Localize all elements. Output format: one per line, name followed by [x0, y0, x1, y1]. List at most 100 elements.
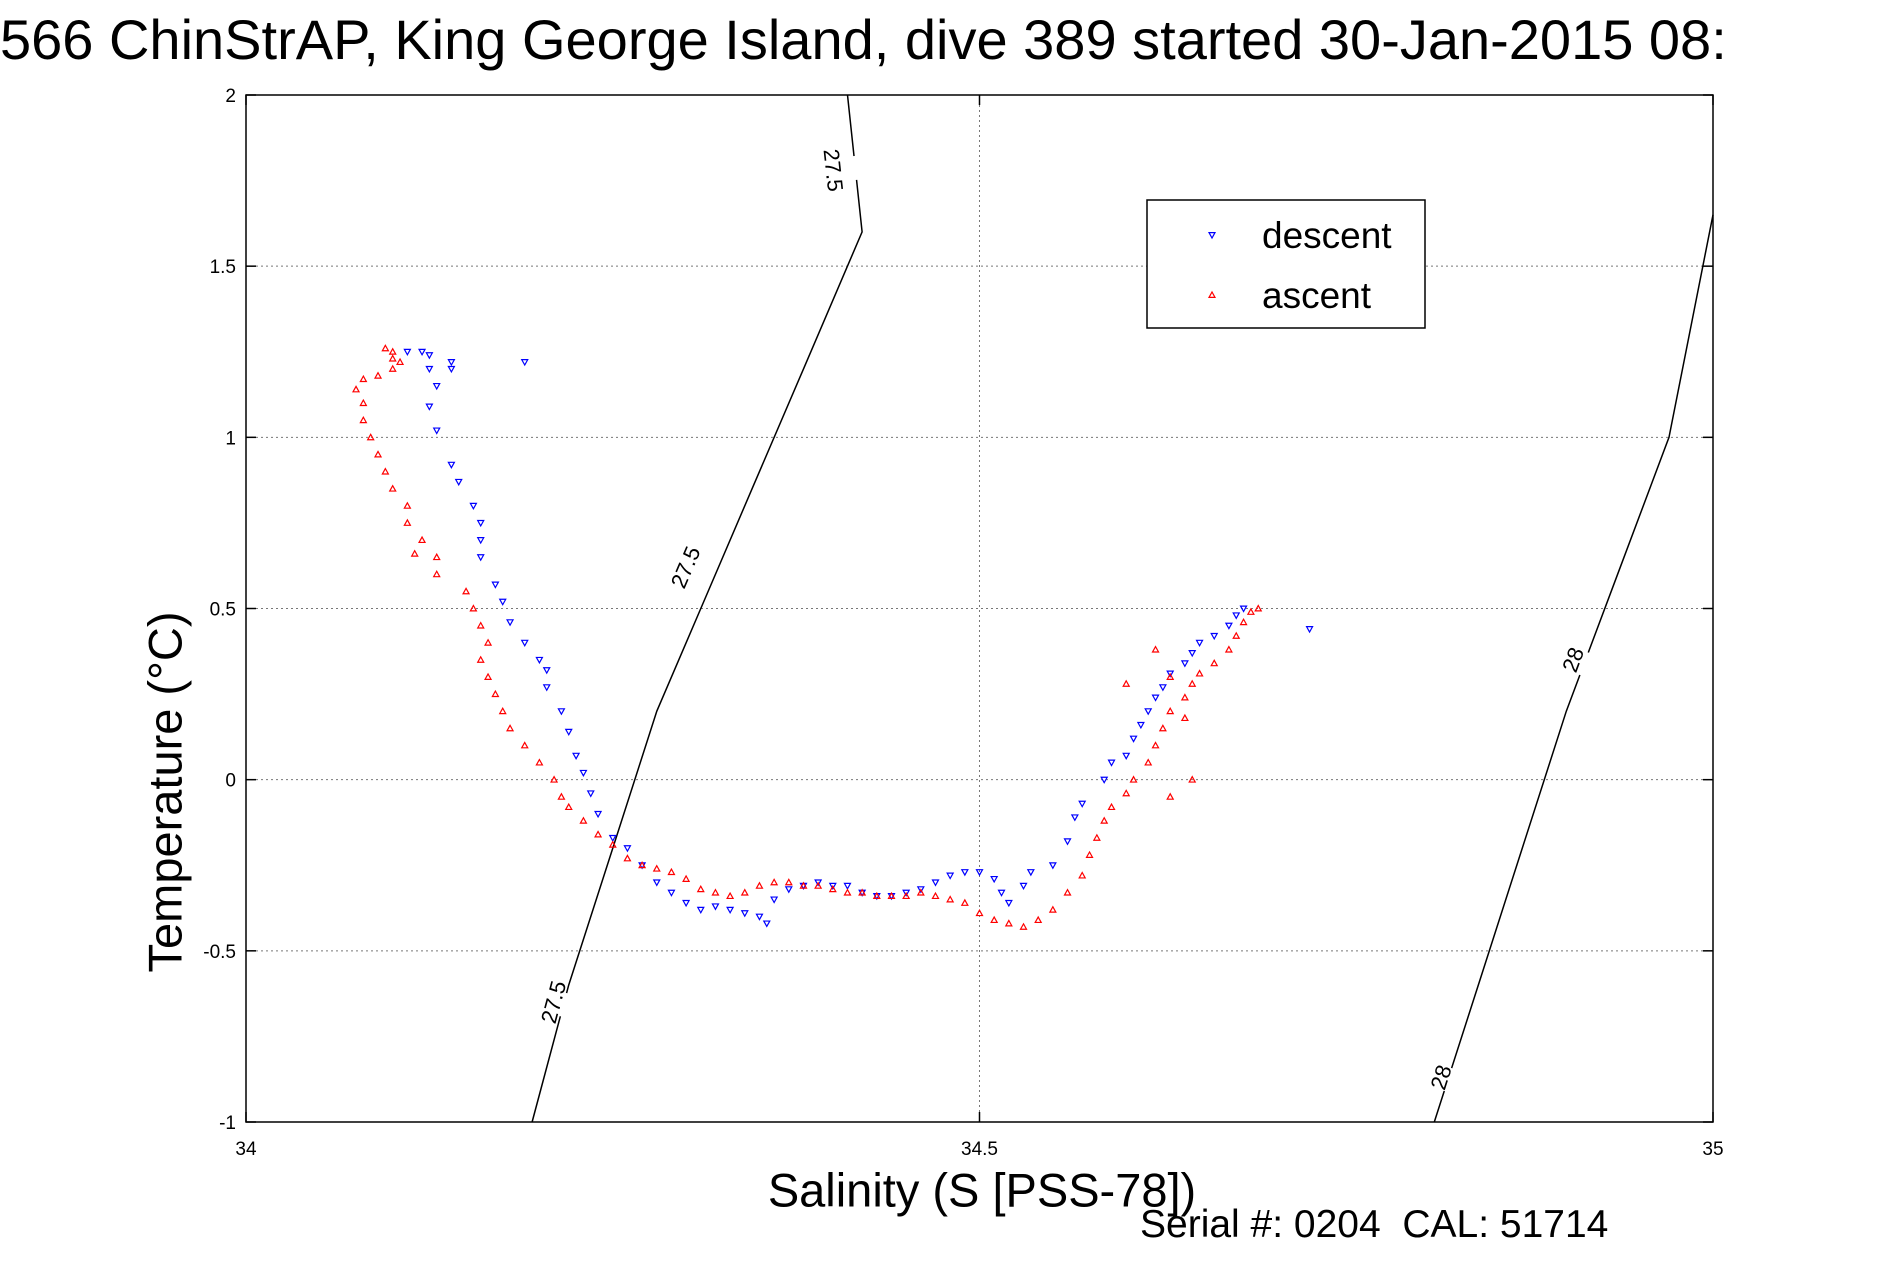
x-tick-label: 35: [1702, 1139, 1723, 1160]
descent-point: [916, 886, 925, 894]
descent-point: [425, 352, 434, 360]
ascent-point: [1180, 693, 1189, 701]
ascent-point: [1085, 850, 1094, 858]
descent-point: [828, 882, 837, 891]
descent-point: [682, 899, 691, 908]
descent-point: [1151, 694, 1160, 702]
descent-point: [498, 598, 507, 606]
ascent-point: [1078, 871, 1087, 879]
ascent-point: [418, 535, 427, 544]
descent-point: [946, 872, 955, 880]
ascent-point: [1151, 741, 1160, 749]
descent-point: [542, 667, 551, 675]
descent-point: [425, 403, 434, 411]
descent-point: [1239, 605, 1248, 613]
ascent-point: [388, 364, 397, 372]
descent-point: [1070, 814, 1079, 822]
ascent-point: [1210, 659, 1219, 667]
ascent-point: [359, 374, 368, 383]
ascent-point: [1158, 724, 1167, 732]
x-tick-label: 34.5: [961, 1139, 998, 1160]
chart-title: 566 ChinStrAP, King George Island, dive …: [0, 8, 1727, 71]
ascent-point: [1048, 905, 1057, 913]
ascent-point: [476, 621, 485, 629]
ascent-point: [550, 775, 559, 783]
descent-point: [975, 869, 984, 877]
descent-point: [770, 896, 779, 904]
ascent-point: [916, 888, 925, 896]
ascent-point: [396, 357, 405, 366]
x-axis-label: Salinity (S [PSS-78]): [767, 1163, 1197, 1217]
x-tick-label: 34: [235, 1139, 257, 1160]
isopycnal-label: 27.5: [536, 978, 571, 1026]
descent-point: [425, 365, 434, 374]
descent-point: [535, 656, 544, 665]
descent-point: [814, 879, 823, 887]
descent-point: [1136, 721, 1145, 730]
ascent-point: [366, 433, 375, 441]
isopycnal-label-gap: [1415, 1058, 1469, 1097]
descent-point: [586, 790, 595, 798]
descent-point: [1078, 800, 1087, 808]
cal-value: 51714: [1499, 1203, 1609, 1246]
descent-point: [447, 461, 456, 469]
isopycnal-label-gap: [527, 984, 581, 1020]
serial-label: Serial #:: [1140, 1203, 1284, 1246]
descent-point: [1100, 776, 1109, 784]
y-tick-label: -0.5: [203, 942, 236, 963]
legend-label-descent: descent: [1262, 215, 1392, 256]
ascent-point: [432, 552, 441, 561]
isopycnal-label-gap: [1546, 640, 1601, 680]
ascent-point: [1107, 802, 1116, 811]
descent-point: [843, 882, 852, 891]
footer-calibration: Serial #: 0204 CAL: 51714: [1140, 1203, 1608, 1247]
ascent-point: [755, 881, 764, 889]
ascent-point: [1188, 679, 1197, 687]
descent-point: [623, 845, 632, 853]
ascent-point: [469, 604, 478, 612]
ascent-point: [946, 895, 955, 903]
descent-point: [557, 708, 566, 716]
descent-point: [476, 519, 485, 528]
ascent-point: [484, 672, 493, 680]
descent-point: [579, 769, 588, 778]
descent-point: [1166, 670, 1175, 678]
ascent-point: [1166, 672, 1175, 680]
ascent-point: [374, 450, 383, 458]
ascent-point: [887, 891, 896, 900]
descent-point: [447, 365, 456, 374]
ascent-point: [1180, 713, 1189, 722]
descent-point: [594, 810, 603, 819]
descent-point: [931, 879, 940, 887]
ascent-point: [711, 888, 720, 896]
ascent-point: [388, 484, 397, 492]
ascent-point: [784, 878, 793, 886]
ascent-point: [828, 884, 837, 893]
ascent-point: [462, 587, 471, 595]
ascent-point: [902, 891, 911, 900]
descent-point: [447, 359, 456, 367]
ascent-point: [1151, 645, 1160, 653]
ascent-point: [1004, 919, 1013, 927]
ascent-point: [374, 371, 383, 379]
ascent-point: [381, 467, 390, 475]
descent-point: [726, 906, 735, 914]
ascent-point: [1246, 607, 1255, 615]
ascent-point: [403, 501, 412, 509]
ascent-point: [1100, 816, 1109, 824]
axis-ticks: 34 34.5 35 2 1.5 1 0.5 0 -0.5 -1: [203, 86, 1723, 1160]
ascent-point: [1019, 922, 1028, 930]
descent-point: [1144, 708, 1153, 716]
ascent-point: [1166, 706, 1175, 715]
descent-point: [476, 554, 485, 562]
ascent-point: [1092, 833, 1101, 841]
ascent-point: [638, 861, 647, 869]
ascent-point: [652, 864, 661, 872]
ascent-point: [1122, 789, 1131, 797]
legend-marker-descent: [1207, 232, 1217, 240]
descent-point: [755, 913, 764, 921]
descent-point: [572, 752, 581, 760]
descent-point: [1129, 735, 1138, 743]
ascent-point: [1239, 617, 1248, 626]
